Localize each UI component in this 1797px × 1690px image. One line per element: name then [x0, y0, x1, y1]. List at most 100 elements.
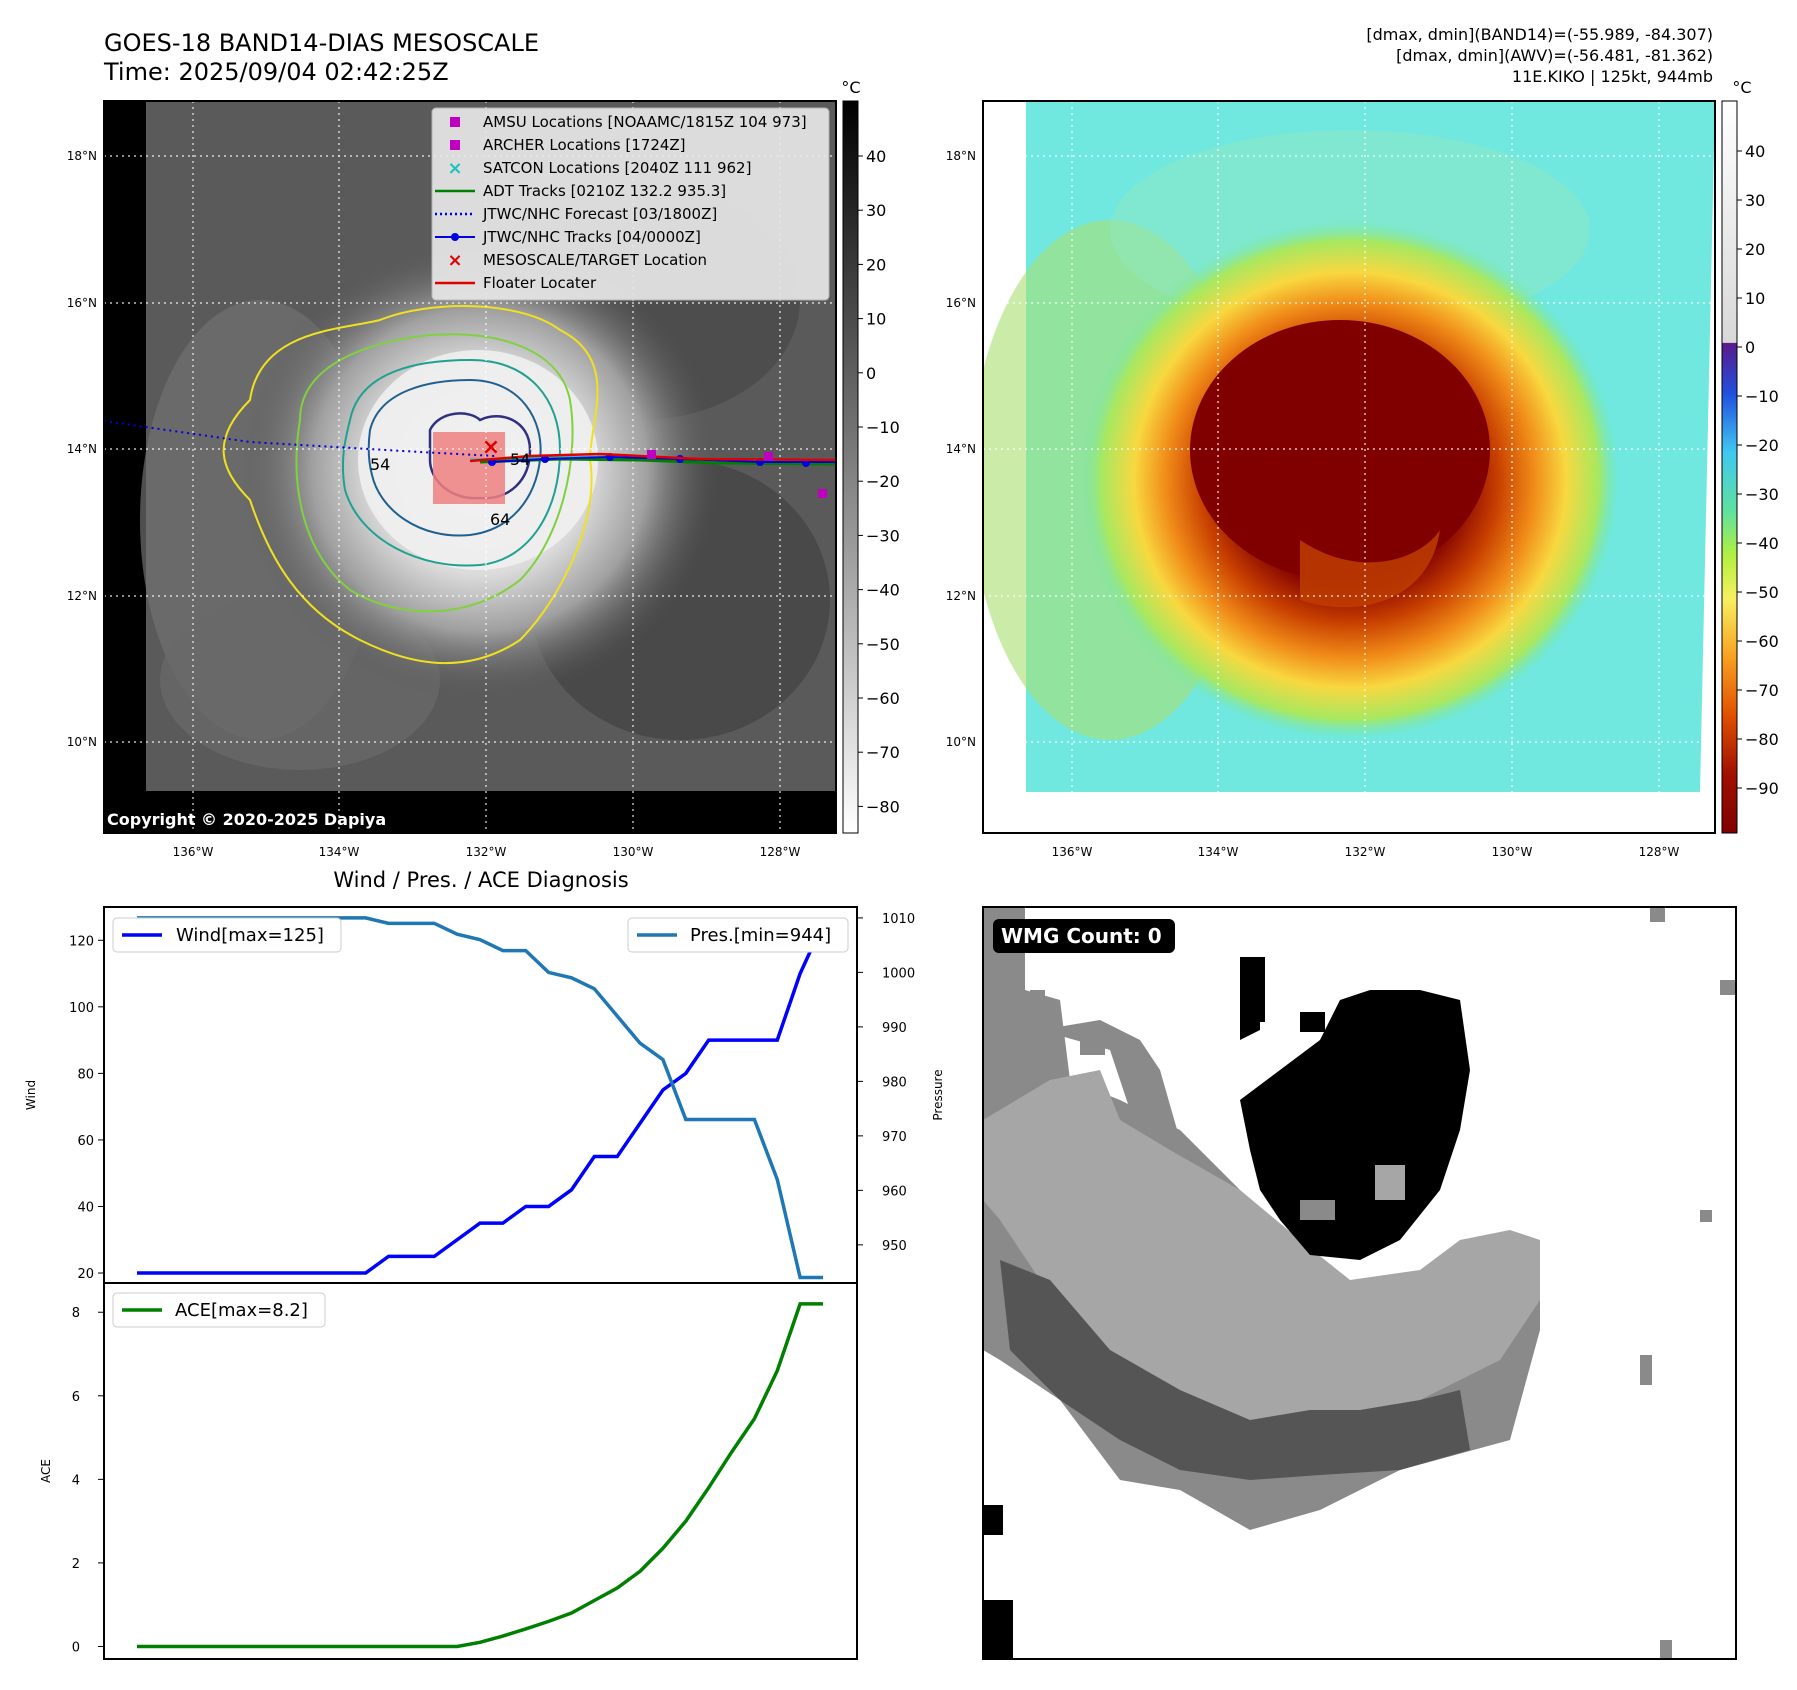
- ir-colorbar-tick: −40: [866, 581, 900, 600]
- contour-label-3: 54: [510, 450, 530, 469]
- copyright-text: Copyright © 2020-2025 Dapiya: [107, 810, 386, 829]
- svg-text:ACE[max=8.2]: ACE[max=8.2]: [175, 1300, 308, 1321]
- ir-colorbar-tick: 0: [866, 364, 876, 383]
- pressure-tick-label: 980: [882, 1075, 907, 1090]
- wind-axis-label: Wind: [24, 1080, 38, 1110]
- wind-tick-label: 60: [77, 1134, 94, 1149]
- wv-colorbar-tick: −10: [1745, 387, 1779, 406]
- diagnosis-title: Wind / Pres. / ACE Diagnosis: [333, 868, 628, 892]
- legend-item-label: SATCON Locations [2040Z 111 962]: [483, 159, 751, 177]
- wv-lat-ticks: 18°N 16°N 14°N 12°N 10°N: [946, 149, 976, 749]
- svg-text:Wind[max=125]: Wind[max=125]: [176, 925, 324, 946]
- ir-colorbar-tick: −10: [866, 418, 900, 437]
- wv-colorbar-tick: −40: [1745, 534, 1779, 553]
- svg-text:°C: °C: [841, 78, 860, 97]
- wind-tick-label: 80: [77, 1067, 94, 1082]
- svg-text:×: ×: [447, 158, 462, 179]
- info-awv: [dmax, dmin](AWV)=(-56.481, -81.362): [1396, 46, 1713, 65]
- wv-colorbar-tick: 0: [1745, 338, 1755, 357]
- legend-item-label: AMSU Locations [NOAAMC/1815Z 104 973]: [483, 113, 807, 131]
- ace-tick-label: 6: [72, 1390, 80, 1405]
- svg-text:130°W: 130°W: [613, 845, 654, 859]
- legend-item-label: JTWC/NHC Forecast [03/1800Z]: [482, 205, 717, 223]
- wv-map-panel: [983, 101, 1715, 833]
- svg-text:10°N: 10°N: [67, 735, 97, 749]
- wv-colorbar-tick: −50: [1745, 583, 1779, 602]
- pressure-tick-label: 950: [882, 1239, 907, 1254]
- figure-time: Time: 2025/09/04 02:42:25Z: [103, 58, 449, 86]
- wv-colorbar-tick: 30: [1745, 191, 1765, 210]
- legend-item: Floater Locater: [435, 274, 597, 292]
- svg-text:18°N: 18°N: [946, 149, 976, 163]
- svg-text:16°N: 16°N: [946, 296, 976, 310]
- wind-tick-label: 20: [77, 1267, 94, 1282]
- svg-text:Pres.[min=944]: Pres.[min=944]: [690, 925, 831, 946]
- legend-item-label: ARCHER Locations [1724Z]: [483, 136, 686, 154]
- wmg-count-badge: [993, 919, 1175, 953]
- contour-label-2: 64: [490, 510, 510, 529]
- ace-axis-label: ACE: [39, 1459, 53, 1483]
- svg-text:128°W: 128°W: [760, 845, 801, 859]
- svg-text:12°N: 12°N: [67, 589, 97, 603]
- svg-text:×: ×: [447, 250, 462, 271]
- pressure-tick-label: 1000: [882, 966, 915, 981]
- pressure-tick-label: 1010: [882, 912, 915, 927]
- wind-tick-label: 100: [69, 1001, 94, 1016]
- legend-item-label: Floater Locater: [483, 274, 597, 292]
- wv-lon-ticks: 136°W 134°W 132°W 130°W 128°W: [1052, 845, 1680, 859]
- legend-item: × SATCON Locations [2040Z 111 962]: [447, 158, 751, 179]
- svg-text:°C: °C: [1732, 78, 1751, 97]
- target-marker: ×: [482, 435, 500, 460]
- svg-text:12°N: 12°N: [946, 589, 976, 603]
- svg-text:134°W: 134°W: [1198, 845, 1239, 859]
- wmg-count-label: WMG Count: 0: [1001, 924, 1162, 948]
- ir-colorbar-tick: −20: [866, 472, 900, 491]
- info-storm: 11E.KIKO | 125kt, 944mb: [1512, 67, 1713, 86]
- contour-label-1: 54: [370, 455, 390, 474]
- svg-text:132°W: 132°W: [466, 845, 507, 859]
- wind-legend: Wind[max=125]: [112, 917, 342, 953]
- map-legend: AMSU Locations [NOAAMC/1815Z 104 973] ARC…: [431, 107, 830, 301]
- svg-text:132°W: 132°W: [1345, 845, 1386, 859]
- pressure-tick-label: 990: [882, 1021, 907, 1036]
- pressure-legend: Pres.[min=944]: [627, 917, 849, 953]
- wv-colorbar-tick: 40: [1745, 142, 1765, 161]
- legend-item-label: ADT Tracks [0210Z 132.2 935.3]: [483, 182, 726, 200]
- wind-tick-label: 40: [77, 1200, 94, 1215]
- figure-title: GOES-18 BAND14-DIAS MESOSCALE: [104, 29, 539, 57]
- wv-colorbar-tick: −60: [1745, 632, 1779, 651]
- legend-item: ADT Tracks [0210Z 132.2 935.3]: [435, 182, 726, 200]
- svg-text:136°W: 136°W: [1052, 845, 1093, 859]
- pressure-tick-label: 970: [882, 1130, 907, 1145]
- legend-item: JTWC/NHC Forecast [03/1800Z]: [435, 205, 717, 223]
- ir-lon-ticks: 136°W 134°W 132°W 130°W 128°W: [173, 845, 801, 859]
- target-box: [433, 432, 505, 504]
- wv-colorbar-tick: −30: [1745, 485, 1779, 504]
- pressure-tick-label: 960: [882, 1184, 907, 1199]
- ir-colorbar-tick: 20: [866, 255, 886, 274]
- legend-item-label: JTWC/NHC Tracks [04/0000Z]: [482, 228, 701, 246]
- wv-colorbar-tick: −80: [1745, 730, 1779, 749]
- ir-lat-ticks: 18°N 16°N 14°N 12°N 10°N: [67, 149, 97, 749]
- svg-text:128°W: 128°W: [1639, 845, 1680, 859]
- ace-tick-label: 4: [72, 1473, 80, 1488]
- ace-legend: ACE[max=8.2]: [112, 1292, 326, 1328]
- ir-colorbar: °C 40 30 20 10 0 −10 −20 −30 −40 −50 −60 −70 −80: [841, 78, 900, 834]
- ir-colorbar-tick: −30: [866, 526, 900, 545]
- ace-tick-label: 2: [72, 1557, 80, 1572]
- legend-item-label: MESOSCALE/TARGET Location: [483, 251, 707, 269]
- svg-text:10°N: 10°N: [946, 735, 976, 749]
- wv-colorbar-tick: −20: [1745, 436, 1779, 455]
- ir-colorbar-tick: −60: [866, 689, 900, 708]
- svg-text:134°W: 134°W: [319, 845, 360, 859]
- wv-colorbar-tick: 10: [1745, 289, 1765, 308]
- wv-colorbar-tick: −70: [1745, 681, 1779, 700]
- svg-text:14°N: 14°N: [946, 442, 976, 456]
- wv-colorbar-tick: −90: [1745, 779, 1779, 798]
- ace-chart: 8 6 4 2 0 ACE ACE[max=8.2]: [39, 1282, 858, 1660]
- svg-text:136°W: 136°W: [173, 845, 214, 859]
- pressure-axis-label: Pressure: [931, 1069, 945, 1120]
- wmg-panel: WMG Count: 0: [982, 906, 1737, 1660]
- wind-series-line: [137, 922, 825, 1275]
